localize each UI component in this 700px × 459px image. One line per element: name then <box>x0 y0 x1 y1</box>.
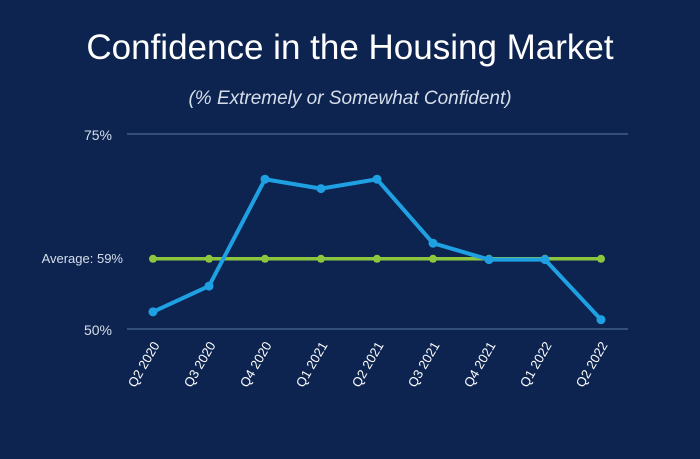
x-tick-label: Q4 2020 <box>237 339 275 390</box>
confidence-point-7 <box>540 255 550 265</box>
chart-subtitle: (% Extremely or Somewhat Confident) <box>188 88 512 109</box>
x-tick-label: Q3 2020 <box>181 339 219 390</box>
x-tick-label: Q4 2021 <box>461 339 499 390</box>
average-point-1 <box>205 254 213 263</box>
x-tick-label: Q1 2022 <box>517 339 555 390</box>
average-point-4 <box>373 254 381 263</box>
y-tick-label-top: 75% <box>84 127 112 143</box>
chart-title: Confidence in the Housing Market <box>86 28 614 67</box>
average-point-5 <box>429 254 437 263</box>
x-tick-label: Q3 2021 <box>405 339 443 390</box>
confidence-point-4 <box>372 174 382 184</box>
confidence-point-3 <box>316 184 326 194</box>
confidence-point-8 <box>596 315 606 325</box>
average-point-8 <box>597 254 605 263</box>
confidence-series-line <box>151 177 603 322</box>
x-tick-label: Q2 2021 <box>349 339 387 390</box>
confidence-point-5 <box>428 238 438 248</box>
confidence-point-0 <box>148 307 158 317</box>
x-tick-label: Q2 2022 <box>573 339 611 390</box>
y-tick-label-bottom: 50% <box>84 322 112 338</box>
average-point-2 <box>261 254 269 263</box>
average-label: Average: 59% <box>42 251 124 266</box>
average-point-0 <box>149 254 157 263</box>
confidence-point-2 <box>260 174 270 184</box>
x-tick-label: Q1 2021 <box>293 339 331 390</box>
average-point-3 <box>317 254 325 263</box>
x-tick-label: Q2 2020 <box>125 339 163 390</box>
confidence-point-1 <box>204 281 214 291</box>
confidence-point-6 <box>484 255 494 265</box>
